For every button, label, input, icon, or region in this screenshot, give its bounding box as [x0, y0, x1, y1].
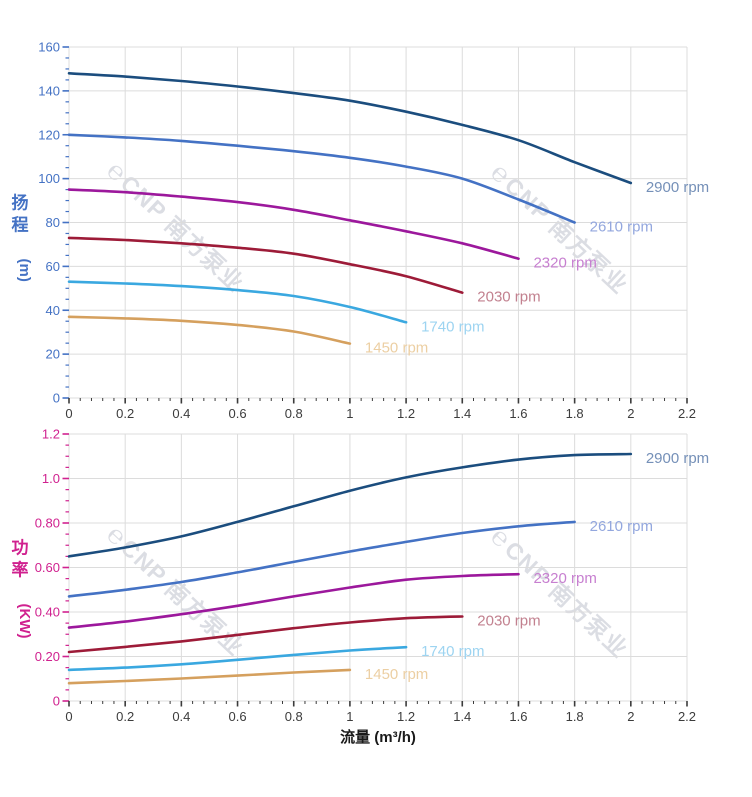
power-y-tick-label: 0 — [53, 694, 60, 709]
power-curve-label-1450-rpm: 1450 rpm — [365, 666, 428, 683]
head-curve-2610-rpm — [67, 133, 576, 224]
head-x-tick-label: 0.8 — [285, 406, 303, 421]
head-x-tick-label: 0 — [65, 406, 72, 421]
head-x-tick-label: 1.6 — [509, 406, 527, 421]
power-x-tick-label: 0.8 — [285, 709, 303, 724]
power-y-tick-label: 1.2 — [42, 427, 60, 442]
head-x-tick-label: 1 — [346, 406, 353, 421]
svg-text:扬: 扬 — [12, 193, 29, 213]
head-curve-label-2320-rpm: 2320 rpm — [533, 255, 596, 272]
power-curve-1450-rpm — [67, 668, 352, 685]
power-grid — [68, 433, 688, 702]
power-y-tick-label: 1.0 — [42, 471, 60, 486]
power-chart: 0 0.20 0.40 0.60 0.80 1.0 1.2 0 0.2 0.4 0.6 0.8 1 1.2… — [12, 427, 710, 725]
power-curve-2900-rpm — [67, 452, 633, 558]
power-x-tick-label: 1.4 — [453, 709, 471, 724]
power-curve-2030-rpm — [67, 615, 464, 654]
power-y-tick-label: 0.60 — [35, 560, 60, 575]
head-curve-1740-rpm — [67, 280, 408, 324]
svg-text:功: 功 — [12, 539, 29, 558]
power-x-axis: 0 0.2 0.4 0.6 0.8 1 1.2 1.4 1.6 1.8 2 2.2 — [65, 701, 696, 724]
head-curve-label-2030-rpm: 2030 rpm — [477, 289, 540, 306]
power-x-tick-label: 0.2 — [116, 709, 134, 724]
head-chart: 0 20 40 60 80 100 120 140 160 0 0.2 0.4 0.6 0.8 1 1.2 1.… — [12, 40, 710, 422]
head-x-tick-label: 2 — [627, 406, 634, 421]
head-x-tick-label: 0.4 — [172, 406, 190, 421]
head-y-tick-label: 120 — [38, 127, 60, 142]
x-axis-title: 流量 (m³/h) — [340, 728, 416, 746]
power-curve-label-1740-rpm: 1740 rpm — [421, 643, 484, 660]
head-y-tick-label: 140 — [38, 83, 60, 98]
head-y-tick-label: 80 — [46, 215, 60, 230]
head-x-tick-label: 1.8 — [566, 406, 584, 421]
head-y-tick-label: 0 — [53, 391, 60, 406]
head-curve-label-1740-rpm: 1740 rpm — [421, 318, 484, 335]
head-y-tick-label: 60 — [46, 259, 60, 274]
svg-text:(KW): (KW) — [16, 604, 33, 639]
svg-text:率: 率 — [12, 560, 29, 580]
head-curve-2320-rpm — [67, 188, 520, 260]
power-x-tick-label: 2 — [627, 709, 634, 724]
head-y-tick-label: 100 — [38, 171, 60, 186]
head-curve-label-2610-rpm: 2610 rpm — [590, 219, 653, 236]
power-x-tick-label: 0.4 — [172, 709, 190, 724]
head-curve-2030-rpm — [67, 236, 464, 294]
power-y-tick-label: 0.20 — [35, 649, 60, 664]
head-x-tick-label: 2.2 — [678, 406, 696, 421]
head-y-axis: 0 20 40 60 80 100 120 140 160 — [38, 40, 69, 406]
power-curve-2610-rpm — [67, 520, 576, 598]
head-x-tick-label: 0.2 — [116, 406, 134, 421]
power-x-tick-label: 1.8 — [566, 709, 584, 724]
head-y-title: 扬程 (m) — [12, 193, 34, 282]
power-curve-label-2900-rpm: 2900 rpm — [646, 450, 709, 467]
power-y-axis: 0 0.20 0.40 0.60 0.80 1.0 1.2 — [35, 427, 69, 709]
svg-text:(m): (m) — [16, 259, 33, 282]
power-y-tick-label: 0.80 — [35, 516, 60, 531]
head-curve-2900-rpm — [67, 72, 633, 185]
power-x-tick-label: 1.6 — [509, 709, 527, 724]
power-x-tick-label: 2.2 — [678, 709, 696, 724]
power-x-tick-label: 1.2 — [397, 709, 415, 724]
power-curve-2320-rpm — [67, 572, 520, 629]
power-x-tick-label: 1 — [346, 709, 353, 724]
power-x-tick-label: 0 — [65, 709, 72, 724]
head-grid — [68, 46, 688, 399]
head-x-tick-label: 0.6 — [229, 406, 247, 421]
power-y-tick-label: 0.40 — [35, 605, 60, 620]
head-x-tick-label: 1.4 — [453, 406, 471, 421]
power-curve-label-2610-rpm: 2610 rpm — [590, 518, 653, 535]
power-y-title: 功率 (KW) — [12, 539, 34, 639]
power-curve-1740-rpm — [67, 645, 408, 672]
head-x-tick-label: 1.2 — [397, 406, 415, 421]
head-curve-1450-rpm — [67, 315, 352, 345]
power-curve-label-2320-rpm: 2320 rpm — [533, 570, 596, 587]
head-y-tick-label: 160 — [38, 40, 60, 55]
head-x-axis: 0 0.2 0.4 0.6 0.8 1 1.2 1.4 1.6 1.8 2 2.2 — [65, 398, 696, 421]
power-curve-label-2030-rpm: 2030 rpm — [477, 612, 540, 629]
power-x-tick-label: 0.6 — [229, 709, 247, 724]
head-y-tick-label: 20 — [46, 347, 60, 362]
head-curve-label-2900-rpm: 2900 rpm — [646, 179, 709, 196]
head-curve-label-1450-rpm: 1450 rpm — [365, 340, 428, 357]
svg-text:程: 程 — [12, 216, 29, 235]
head-y-tick-label: 40 — [46, 303, 60, 318]
